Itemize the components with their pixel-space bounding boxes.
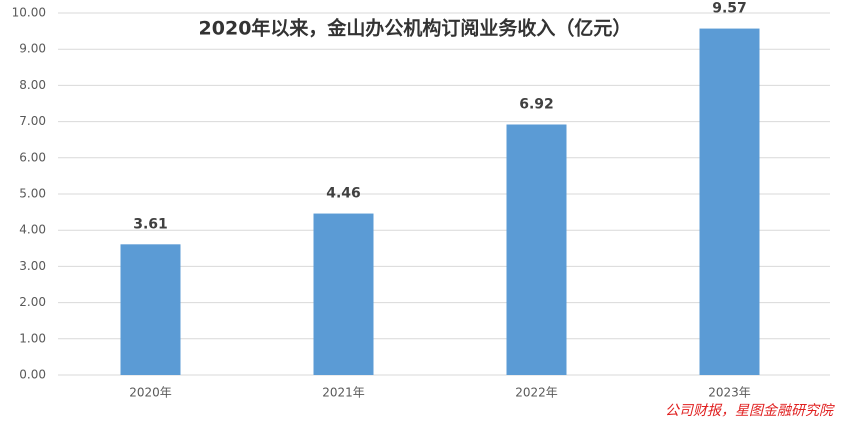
y-tick-label: 1.00 (19, 331, 46, 345)
x-tick-label: 2021年 (322, 386, 365, 400)
value-label: 6.92 (519, 96, 554, 112)
source-note: 公司财报，星图金融研究院 (665, 403, 835, 419)
y-tick-label: 10.00 (12, 6, 46, 20)
bar (506, 124, 567, 375)
y-tick-label: 4.00 (19, 223, 46, 237)
y-tick-label: 3.00 (19, 259, 46, 273)
x-tick-label: 2023年 (708, 386, 751, 400)
y-tick-label: 8.00 (19, 78, 46, 92)
y-tick-label: 2.00 (19, 295, 46, 309)
y-tick-label: 6.00 (19, 150, 46, 164)
value-label: 4.46 (326, 186, 361, 202)
value-label: 9.57 (712, 1, 747, 17)
value-label: 3.61 (133, 216, 168, 232)
chart-title: 2020年以来，金山办公机构订阅业务收入（亿元） (199, 17, 632, 40)
x-tick-label: 2020年 (129, 386, 172, 400)
y-tick-label: 9.00 (19, 42, 46, 56)
bar (699, 28, 760, 375)
bar (120, 244, 181, 375)
y-tick-label: 0.00 (19, 368, 46, 382)
y-tick-label: 5.00 (19, 187, 46, 201)
y-tick-label: 7.00 (19, 114, 46, 128)
bar (313, 213, 374, 375)
x-tick-label: 2022年 (515, 386, 558, 400)
